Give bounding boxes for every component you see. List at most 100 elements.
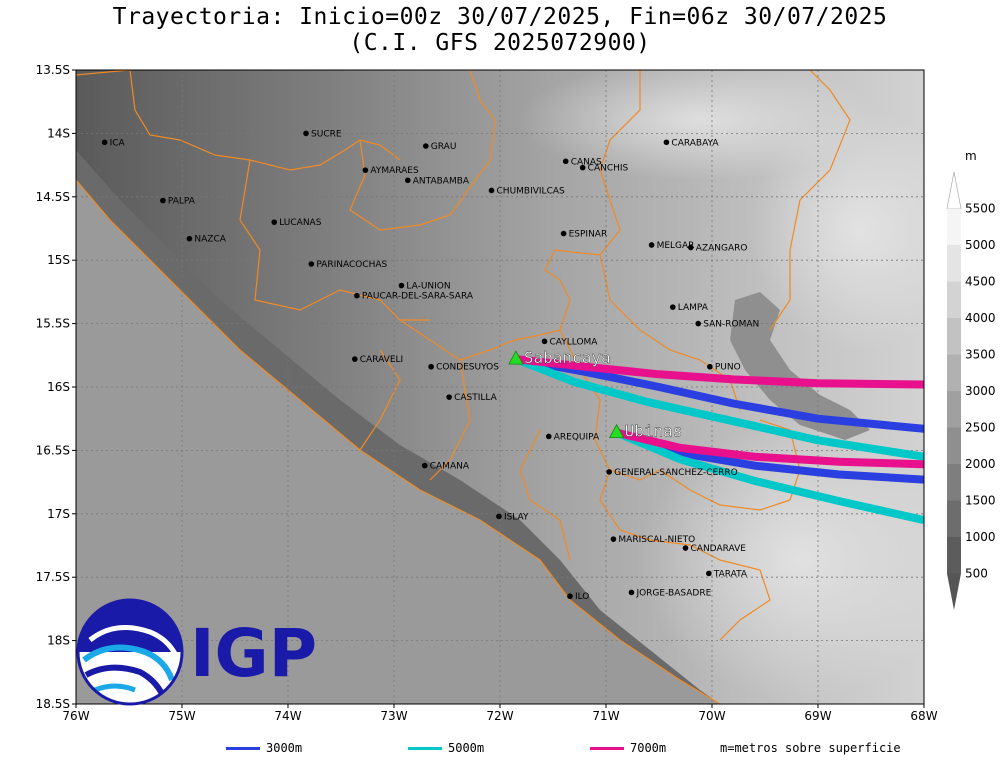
place-label: LAMPA xyxy=(678,303,709,313)
legend-item-5000: 5000m xyxy=(408,741,484,755)
colorbar-segment xyxy=(947,391,961,428)
axis-labels: 76W 75W 74W 73W 72W 71W 70W 69W 68W 13.5S 14S 14.5S… xyxy=(36,63,938,723)
place-dot xyxy=(648,242,655,248)
colorbar-top-cap xyxy=(946,171,962,209)
volcano-label: Sabancaya xyxy=(524,348,611,367)
colorbar-segment xyxy=(947,208,961,245)
colorbar-label: 5000 xyxy=(965,238,996,252)
place-label: CANCHIS xyxy=(588,164,629,174)
place-label: LA-UNION xyxy=(406,282,450,292)
colorbar-segment xyxy=(947,427,961,464)
place-dot xyxy=(423,143,429,149)
lon-tick-label: 71W xyxy=(592,709,619,723)
place-label: SAN-ROMAN xyxy=(703,320,759,330)
trajectory-7000m xyxy=(515,355,924,389)
colorbar-unit: m xyxy=(965,149,977,163)
lon-tick-label: 76W xyxy=(62,709,89,723)
place-label: CAMANA xyxy=(430,462,470,472)
place-dot xyxy=(308,261,315,267)
place-dot xyxy=(446,394,452,400)
place-label: CAYLLOMA xyxy=(550,337,599,347)
lat-tick-label: 17.5S xyxy=(36,570,70,584)
place-label: MARISCAL-NIETO xyxy=(618,535,695,545)
place-label: AYMARAES xyxy=(370,166,419,176)
place-label: CANAS xyxy=(571,157,602,167)
lon-tick-label: 75W xyxy=(168,709,195,723)
place-label: ILO xyxy=(575,592,589,602)
igp-logo-text: IGP xyxy=(190,615,317,692)
administrative-borders xyxy=(76,70,851,704)
place-dot xyxy=(541,338,548,345)
place-dot xyxy=(421,462,428,469)
legend-label-5000: 5000m xyxy=(448,741,485,755)
place-label: CANDARAVE xyxy=(691,544,747,554)
place-dot xyxy=(545,433,552,440)
place-label: CHUMBIVILCAS xyxy=(497,186,565,196)
colorbar-segment xyxy=(947,354,961,391)
colorbar-label: 4000 xyxy=(965,311,996,325)
colorbar-segment xyxy=(947,245,961,282)
place-label: PARINACOCHAS xyxy=(316,260,387,270)
colorbar-label: 1000 xyxy=(965,530,996,544)
place-dot xyxy=(567,593,573,600)
place-dot xyxy=(404,177,411,184)
place-dot xyxy=(488,187,495,194)
igp-logo: IGP xyxy=(76,598,317,706)
place-dot xyxy=(610,536,617,542)
place-label: TARATA xyxy=(713,569,748,579)
lon-tick-label: 73W xyxy=(380,709,407,723)
place-dot xyxy=(101,139,108,146)
colorbar-segment xyxy=(947,464,961,501)
volcano-markers: Sabancaya Ubinas xyxy=(508,348,683,441)
volcano-icon xyxy=(608,423,625,439)
lat-tick-label: 18S xyxy=(47,634,70,648)
lat-tick-label: 15S xyxy=(47,253,70,267)
place-label: GRAU xyxy=(431,142,457,152)
legend-note: m=metros sobre superficie xyxy=(720,741,901,755)
place-label: ANTABAMBA xyxy=(413,176,470,186)
place-label: MELGAR xyxy=(657,241,695,251)
trajectories xyxy=(514,355,924,525)
place-dot xyxy=(160,197,166,204)
lon-tick-label: 68W xyxy=(910,709,937,723)
place-label: ESPINAR xyxy=(569,230,608,240)
place-label: CARABAYA xyxy=(671,138,719,148)
trajectory-3000m xyxy=(515,355,924,433)
volcano-icon xyxy=(508,350,524,365)
lon-tick-label: 69W xyxy=(804,709,831,723)
place-label: CONDESUYOS xyxy=(436,363,499,373)
legend-swatch-7000 xyxy=(590,747,624,750)
place-label: CARAVELI xyxy=(360,355,403,365)
place-label: NAZCA xyxy=(194,235,226,245)
place-label: ICA xyxy=(110,138,126,148)
lat-tick-label: 14S xyxy=(47,126,70,140)
place-dot xyxy=(303,130,309,137)
lon-tick-label: 72W xyxy=(486,709,513,723)
lat-tick-label: 17S xyxy=(47,507,70,521)
place-label: PALPA xyxy=(168,197,196,207)
lat-tick-label: 14.5S xyxy=(36,190,70,204)
legend-item-7000: 7000m xyxy=(590,741,666,755)
place-dot xyxy=(560,230,567,237)
colorbar-label: 3500 xyxy=(965,348,996,362)
legend-swatch-5000 xyxy=(408,747,442,750)
place-dot xyxy=(706,570,712,577)
legend-label-7000: 7000m xyxy=(630,741,667,755)
place-label: LUCANAS xyxy=(279,218,321,228)
colorbar-label: 4500 xyxy=(965,275,996,289)
place-dot xyxy=(186,235,193,242)
lat-tick-label: 13.5S xyxy=(36,63,70,77)
place-dot xyxy=(351,356,358,362)
elevation-colorbar: m 5500 5000 4500 4000 3500 3000 2500 2000 1500 100… xyxy=(946,149,996,610)
place-label: PUNO xyxy=(715,363,741,373)
trajectory-5000m xyxy=(514,355,924,461)
place-dot xyxy=(428,363,434,370)
place-label: SUCRE xyxy=(311,129,342,139)
place-label: GENERAL-SANCHEZ-CERRO xyxy=(614,468,738,478)
legend-label-3000: 3000m xyxy=(266,741,303,755)
colorbar-label: 3000 xyxy=(965,384,996,398)
legend-item-3000: 3000m xyxy=(226,741,302,755)
place-label: AZANGARO xyxy=(696,244,748,254)
place-label: JORGE-BASADRE xyxy=(635,588,711,598)
